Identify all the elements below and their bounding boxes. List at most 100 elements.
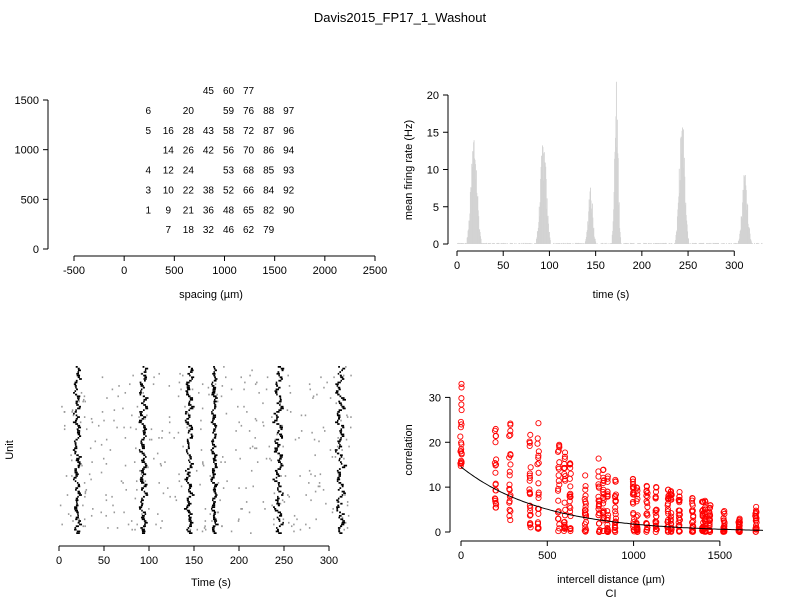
rate-bar [511, 243, 513, 244]
raster-spike [299, 475, 301, 477]
raster-spike [273, 450, 278, 453]
rate-bar [687, 231, 689, 244]
raster-spike [190, 462, 194, 465]
corr-point [676, 523, 683, 530]
rate-bar [663, 243, 665, 244]
raster-spike [334, 449, 338, 451]
rate-bar [602, 243, 604, 244]
corr-x-tick-label: 1000 [621, 550, 645, 562]
raster-spike [191, 388, 194, 391]
raster-spike [203, 527, 206, 529]
layout-x-tick-label: 2000 [313, 265, 337, 277]
corr-point [629, 478, 636, 485]
corr-point [753, 503, 760, 510]
rate-bar [750, 239, 752, 244]
corr-point [612, 491, 619, 498]
corr-point [582, 519, 590, 526]
rate-bar [743, 175, 745, 244]
raster-spike [278, 485, 282, 488]
raster-spike [277, 487, 279, 489]
raster-spike [345, 521, 347, 524]
rate-bar [511, 243, 513, 244]
raster-spike [250, 469, 253, 472]
raster-spike [182, 445, 184, 448]
rate-bar [478, 229, 480, 244]
electrode-label: 76 [243, 106, 255, 117]
raster-spike [186, 499, 189, 502]
corr-point [555, 528, 562, 535]
corr-point [492, 439, 499, 446]
raster-spike [216, 393, 218, 396]
rate-bar [749, 233, 751, 244]
raster-spike [75, 366, 78, 368]
raster-spike [276, 423, 280, 425]
raster-spike [298, 437, 300, 439]
raster-spike [75, 409, 77, 412]
corr-x-tick-label: 1500 [708, 550, 732, 562]
rate-bar [460, 243, 462, 244]
raster-spike [132, 374, 134, 377]
raster-spike [274, 509, 279, 512]
rate-bar [625, 243, 627, 244]
raster-spike [78, 426, 82, 429]
raster-spike [141, 475, 144, 477]
raster-spike [230, 388, 233, 391]
raster-spike [136, 488, 138, 491]
corr-point [675, 514, 683, 521]
rate-bar [471, 166, 473, 244]
raster-spike [76, 404, 79, 406]
raster-spike [278, 461, 281, 463]
raster-spike [336, 414, 341, 417]
raster-spike [213, 395, 217, 398]
raster-spike [309, 388, 311, 391]
raster-spike [346, 416, 349, 418]
corr-y-label: correlation [403, 424, 415, 475]
raster-spike [185, 421, 189, 424]
raster-spike [277, 495, 279, 498]
rate-bar [586, 232, 588, 244]
rate-bar [503, 242, 505, 244]
raster-spike [189, 523, 192, 526]
raster-spike [188, 502, 192, 505]
raster-spike [334, 456, 337, 458]
rate-bar [682, 154, 684, 244]
rate-bar [556, 243, 558, 244]
raster-spike [178, 381, 181, 384]
rate-bar [649, 243, 651, 244]
corr-point [721, 508, 728, 515]
raster-spike [212, 438, 214, 441]
rate-bar [589, 191, 591, 244]
rate-bar [643, 243, 645, 244]
raster-spike [143, 379, 146, 382]
rate-bar [661, 242, 663, 244]
raster-spike [212, 473, 216, 476]
raster-spike [277, 475, 281, 477]
raster-spike [185, 469, 187, 472]
raster-spike [82, 525, 85, 528]
raster-spike [83, 518, 86, 521]
raster-spike [214, 405, 217, 408]
raster-spike [337, 440, 341, 443]
rate-bar [560, 243, 562, 244]
raster-spike [211, 411, 213, 413]
raster-spike [74, 447, 78, 450]
raster-spike [338, 366, 340, 368]
raster-spike [111, 388, 114, 391]
corr-point [554, 448, 562, 455]
rate-bar [665, 243, 667, 244]
rate-bar [591, 208, 592, 244]
raster-spike [336, 480, 339, 483]
raster-spike [187, 414, 191, 417]
raster-spike [185, 411, 188, 413]
rate-bar [678, 168, 680, 244]
rate-bar [539, 216, 541, 244]
raster-spike [240, 508, 242, 510]
raster-spike [249, 374, 251, 377]
rate-bar [611, 242, 613, 244]
raster-spike [142, 431, 146, 434]
rate-bars [457, 81, 763, 244]
rate-bar [585, 239, 587, 244]
raster-spike [211, 381, 214, 384]
electrode-label: 94 [283, 146, 295, 157]
